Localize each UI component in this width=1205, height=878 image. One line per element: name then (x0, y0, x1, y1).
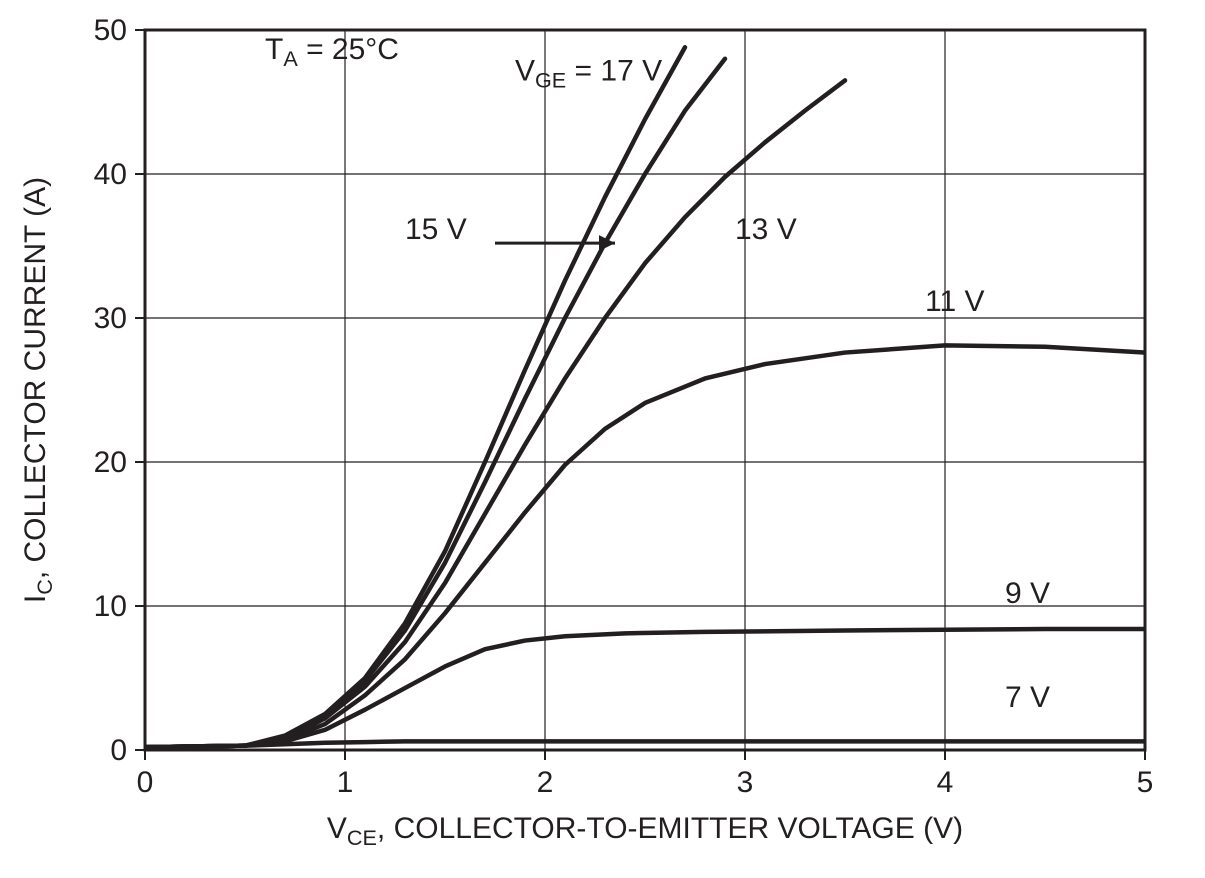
x-tick-label: 1 (337, 766, 354, 799)
y-axis-title: IC, COLLECTOR CURRENT (A) (19, 177, 57, 603)
annotation-15v: 15 V (405, 213, 467, 246)
y-tick-label: 40 (94, 158, 127, 191)
y-tick-label: 50 (94, 14, 127, 47)
annotation-11v: 11 V (925, 285, 985, 318)
y-tick-label: 10 (94, 590, 127, 623)
iv-characteristics-chart: 01234501020304050VCE, COLLECTOR-TO-EMITT… (0, 0, 1205, 878)
x-axis-title: VCE, COLLECTOR-TO-EMITTER VOLTAGE (V) (327, 812, 963, 850)
x-tick-label: 4 (937, 766, 954, 799)
x-tick-label: 5 (1137, 766, 1154, 799)
y-tick-label: 0 (110, 734, 127, 767)
x-tick-label: 3 (737, 766, 754, 799)
x-tick-label: 0 (137, 766, 154, 799)
annotation-9v: 9 V (1005, 577, 1050, 610)
annotation-7v: 7 V (1005, 681, 1050, 714)
x-tick-label: 2 (537, 766, 554, 799)
annotation-13v: 13 V (735, 213, 797, 246)
y-tick-label: 20 (94, 446, 127, 479)
y-tick-label: 30 (94, 302, 127, 335)
chart-container: 01234501020304050VCE, COLLECTOR-TO-EMITT… (0, 0, 1205, 878)
